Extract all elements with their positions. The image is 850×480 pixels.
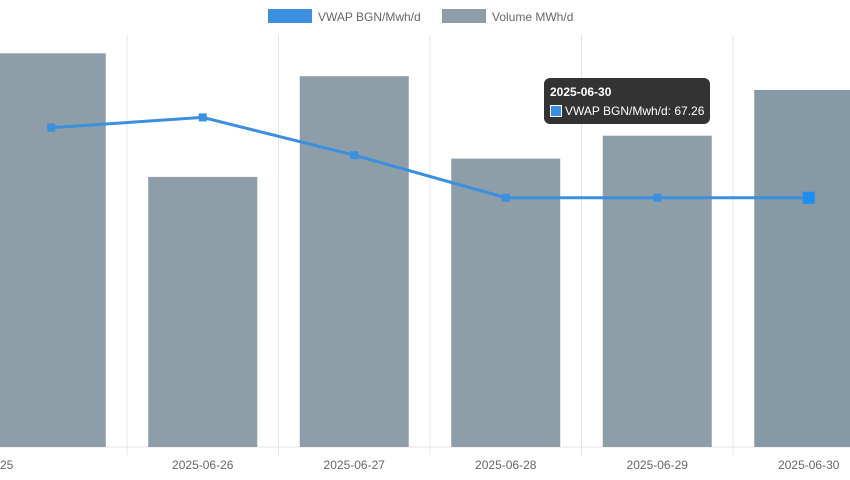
legend-swatch-vwap[interactable]: [268, 9, 312, 23]
tooltip-title: 2025-06-30: [550, 85, 612, 99]
x-tick-label: 2025-06-28: [475, 458, 537, 472]
bar-2025-06-30[interactable]: [754, 89, 850, 447]
x-tick-label: 2025-06-26: [172, 458, 234, 472]
legend: VWAP BGN/Mwh/d Volume MWh/d: [268, 9, 573, 24]
vwap-point-2025-06-30[interactable]: [802, 191, 815, 204]
x-tick-label: 2025-06-29: [627, 458, 689, 472]
bar-2025-06-27[interactable]: [299, 76, 409, 447]
bar-2025-06-29[interactable]: [602, 135, 712, 447]
x-tick-label: 2025-06-30: [778, 458, 840, 472]
tooltip-swatch: [550, 105, 562, 117]
x-axis-ticks: 25 2025-06-26 2025-06-27 2025-06-28 2025-06-…: [0, 458, 840, 472]
vwap-line: [51, 115, 809, 200]
legend-label-vwap[interactable]: VWAP BGN/Mwh/d: [318, 10, 421, 24]
bar-2025-06-28[interactable]: [451, 158, 561, 447]
vwap-point-2025-06-25[interactable]: [47, 123, 56, 132]
grid: [0, 35, 850, 455]
x-tick-label: 2025-06-27: [324, 458, 386, 472]
tooltip-row: VWAP BGN/Mwh/d: 67.26: [550, 103, 704, 119]
tooltip: 2025-06-30 VWAP BGN/Mwh/d: 67.26: [544, 78, 711, 124]
bars: [0, 53, 850, 448]
bar-2025-06-25[interactable]: [0, 53, 106, 448]
vwap-point-2025-06-29[interactable]: [653, 193, 662, 202]
vwap-point-2025-06-28[interactable]: [501, 193, 510, 202]
x-tick-label: 25: [0, 458, 14, 472]
line-series: [47, 113, 815, 204]
tooltip-label: VWAP BGN/Mwh/d: 67.26: [565, 104, 705, 118]
vwap-point-2025-06-27[interactable]: [350, 151, 359, 160]
bar-2025-06-26[interactable]: [148, 176, 258, 447]
legend-label-volume[interactable]: Volume MWh/d: [492, 10, 573, 24]
legend-swatch-volume[interactable]: [442, 9, 486, 23]
vwap-point-2025-06-26[interactable]: [198, 113, 207, 122]
